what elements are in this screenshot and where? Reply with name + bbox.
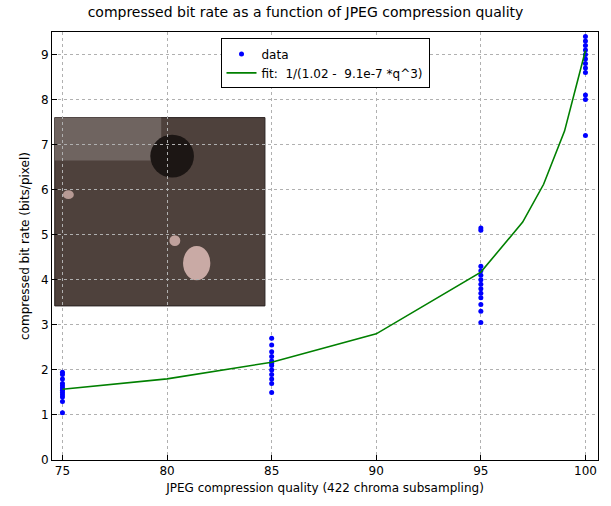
svg-text:85: 85 xyxy=(264,464,279,478)
svg-text:5: 5 xyxy=(41,228,49,242)
svg-text:JPEG compression quality (422: JPEG compression quality (422 chroma sub… xyxy=(165,481,484,495)
svg-text:2: 2 xyxy=(41,363,49,377)
svg-text:75: 75 xyxy=(55,464,70,478)
svg-text:7: 7 xyxy=(41,138,49,152)
svg-text:9: 9 xyxy=(41,48,49,62)
svg-text:8: 8 xyxy=(41,93,49,107)
svg-text:data: data xyxy=(262,48,289,62)
svg-text:fit: 1/(1.02 - 9.1e-7 *q^3): fit: 1/(1.02 - 9.1e-7 *q^3) xyxy=(262,67,423,81)
svg-text:4: 4 xyxy=(41,273,49,287)
svg-text:95: 95 xyxy=(473,464,488,478)
svg-text:80: 80 xyxy=(159,464,174,478)
svg-text:0: 0 xyxy=(41,453,49,467)
svg-text:90: 90 xyxy=(369,464,384,478)
svg-text:100: 100 xyxy=(574,464,597,478)
svg-text:compressed bit rate (bits/pixe: compressed bit rate (bits/pixel) xyxy=(18,152,32,340)
svg-text:1: 1 xyxy=(41,408,49,422)
svg-text:3: 3 xyxy=(41,318,49,332)
svg-text:compressed bit rate as a funct: compressed bit rate as a function of JPE… xyxy=(88,4,524,20)
svg-text:6: 6 xyxy=(41,183,49,197)
